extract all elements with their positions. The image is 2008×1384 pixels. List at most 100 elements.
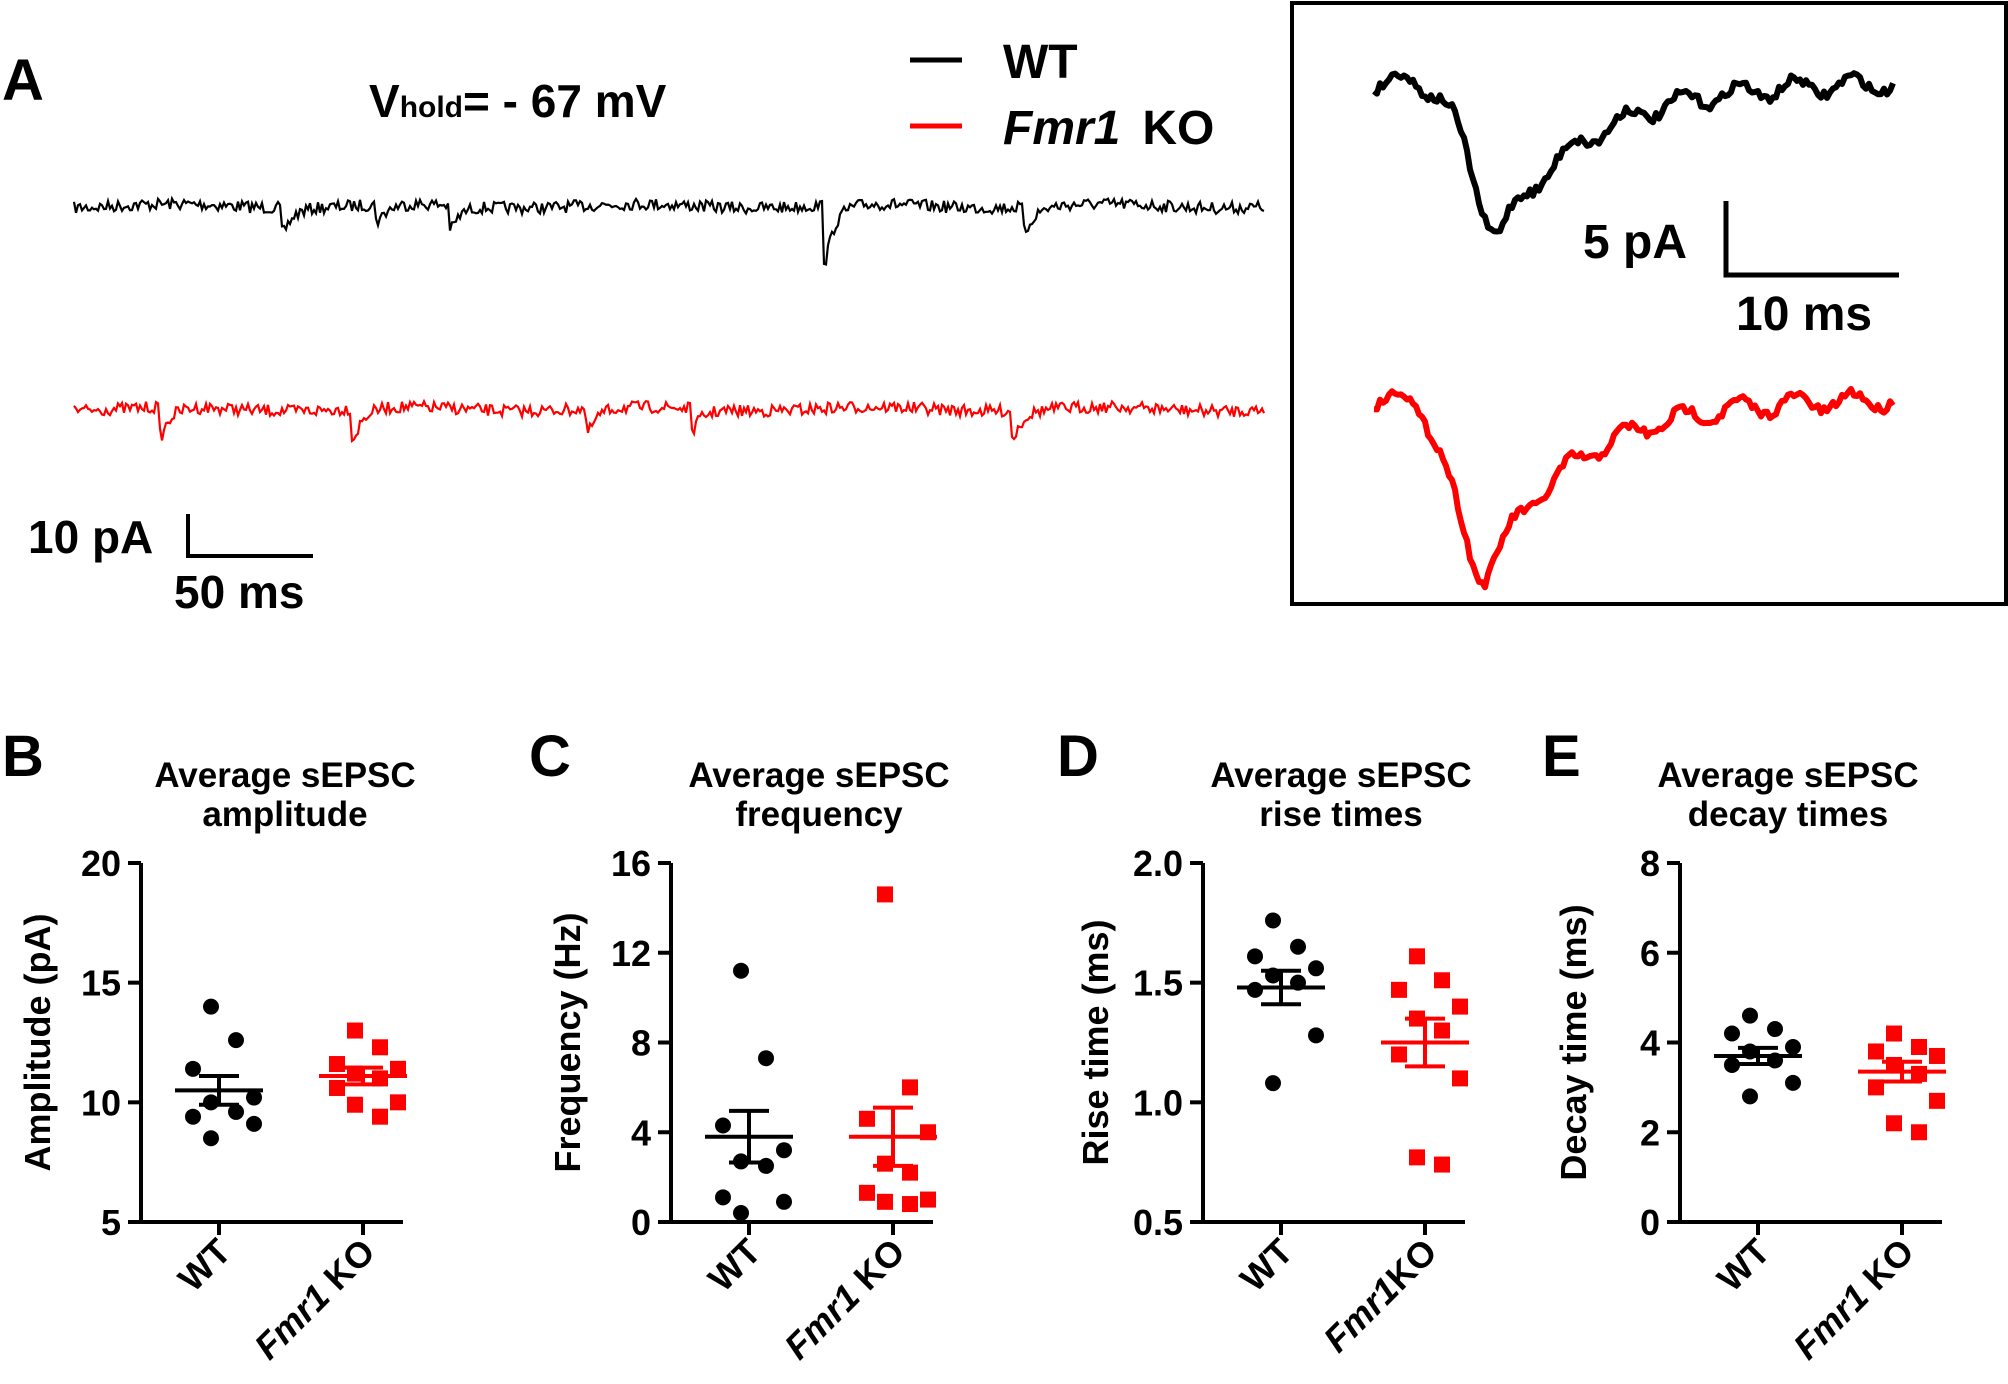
y-tick-label: 8 (1640, 843, 1660, 884)
data-point-wt (228, 1103, 244, 1120)
data-point-fmr1-ko (390, 1060, 406, 1077)
data-point-fmr1-ko (372, 1039, 388, 1056)
main-scale-bar: 10 pA 50 ms (28, 511, 313, 618)
x-tick-label: WT (700, 1231, 769, 1300)
data-point-fmr1ko (1434, 972, 1450, 989)
panel-label-e: E (1542, 724, 1581, 789)
data-point-fmr1-ko (1929, 1092, 1945, 1109)
chart-title-line: rise times (1259, 795, 1422, 834)
data-point-wt (776, 1142, 792, 1159)
inset: 5 pA 10 ms (1290, 1, 2008, 606)
x-tick-label: WT (170, 1231, 239, 1300)
data-point-wt (203, 1130, 219, 1147)
data-point-fmr1ko (1452, 1070, 1468, 1087)
x-tick-label: Fmr1 KO (1785, 1231, 1922, 1368)
data-point-fmr1ko (1409, 948, 1425, 965)
main-scale-x-label: 50 ms (174, 566, 304, 618)
chart-title-line: amplitude (202, 795, 367, 834)
vhold-subscript: hold (400, 91, 463, 124)
data-point-wt (246, 1115, 262, 1132)
x-tick-label-suffix: WT (1709, 1231, 1778, 1300)
y-tick-label: 0.5 (1133, 1202, 1183, 1243)
y-tick-label: 2 (1640, 1112, 1660, 1153)
data-point-wt (758, 1157, 774, 1174)
data-point-fmr1-ko (347, 1022, 363, 1039)
data-point-wt (1767, 1021, 1783, 1038)
y-tick-label: 4 (1640, 1023, 1660, 1064)
vhold-value: = - 67 mV (463, 75, 667, 127)
data-point-wt (185, 1108, 201, 1125)
y-axis-label: Rise time (ms) (1075, 919, 1116, 1165)
y-tick-label: 0 (631, 1202, 651, 1243)
y-tick-label: 15 (81, 963, 121, 1004)
y-tick-label: 1.5 (1133, 963, 1183, 1004)
data-point-wt (733, 962, 749, 979)
main-scale-y-label: 10 pA (28, 511, 153, 563)
x-tick-label-suffix: WT (1232, 1231, 1301, 1300)
chart-title-line: Average sEPSC (688, 756, 949, 795)
data-point-wt (1742, 1007, 1758, 1024)
y-tick-label: 20 (81, 843, 121, 884)
y-tick-label: 2.0 (1133, 843, 1183, 884)
vhold-v: V (369, 75, 400, 127)
data-point-fmr1-ko (1868, 1043, 1884, 1060)
chart-title-line: frequency (735, 795, 903, 834)
y-tick-label: 4 (631, 1112, 651, 1153)
inset-scale-bar-lines (1723, 201, 1899, 278)
data-point-wt (776, 1193, 792, 1210)
scatter-panels: B Average sEPSCamplitude5101520Amplitude … (2, 724, 1946, 1367)
data-point-wt (1247, 948, 1263, 965)
data-point-fmr1-ko (329, 1079, 345, 1096)
y-tick-label: 16 (611, 843, 651, 884)
panel-label-c: C (529, 724, 571, 789)
data-point-wt (1247, 981, 1263, 998)
data-point-wt (1785, 1074, 1801, 1091)
data-point-wt (715, 1189, 731, 1206)
data-point-fmr1ko (1391, 1046, 1407, 1063)
trace-ko (73, 398, 1266, 443)
x-tick-label: Fmr1 KO (246, 1231, 383, 1368)
panel-label-a: A (2, 48, 44, 113)
y-tick-label: 8 (631, 1023, 651, 1064)
data-point-wt (758, 1050, 774, 1067)
data-point-wt (203, 998, 219, 1015)
legend-ko-gene: Fmr1 (1003, 102, 1120, 155)
data-point-fmr1-ko (877, 1155, 893, 1172)
data-point-fmr1-ko (347, 1096, 363, 1113)
data-point-fmr1-ko (902, 1164, 918, 1181)
inset-border (1290, 1, 2008, 606)
legend-ko-suffix: KO (1142, 102, 1214, 155)
x-tick-label: WT (1232, 1231, 1301, 1300)
y-axis-label: Amplitude (pA) (17, 914, 58, 1172)
inset-scale-x-label: 10 ms (1736, 288, 1872, 341)
main-scale-bar-lines (186, 514, 313, 558)
data-point-fmr1-ko (1886, 1115, 1902, 1132)
data-point-wt (1724, 1025, 1740, 1042)
data-point-fmr1-ko (877, 1193, 893, 1210)
vhold-label: Vhold= - 67 mV (369, 75, 667, 127)
chart-title-line: Average sEPSC (154, 756, 415, 795)
data-point-wt (1308, 960, 1324, 977)
y-tick-label: 10 (81, 1082, 121, 1123)
y-tick-label: 5 (101, 1202, 121, 1243)
data-point-fmr1-ko (902, 1079, 918, 1096)
data-point-fmr1-ko (329, 1056, 345, 1073)
data-point-fmr1-ko (920, 1191, 936, 1208)
x-tick-label-suffix: WT (700, 1231, 769, 1300)
data-point-fmr1-ko (390, 1094, 406, 1111)
data-point-wt (203, 1094, 219, 1111)
y-tick-label: 1.0 (1133, 1082, 1183, 1123)
data-point-fmr1ko (1391, 981, 1407, 998)
chart-title-line: Average sEPSC (1210, 756, 1471, 795)
chart-title-line: decay times (1688, 795, 1888, 834)
data-point-fmr1ko (1434, 1156, 1450, 1173)
data-point-fmr1-ko (859, 1110, 875, 1127)
y-tick-label: 6 (1640, 933, 1660, 974)
data-point-fmr1-ko (1911, 1124, 1927, 1141)
y-axis-label: Frequency (Hz) (547, 912, 588, 1172)
data-point-wt (1785, 1038, 1801, 1055)
